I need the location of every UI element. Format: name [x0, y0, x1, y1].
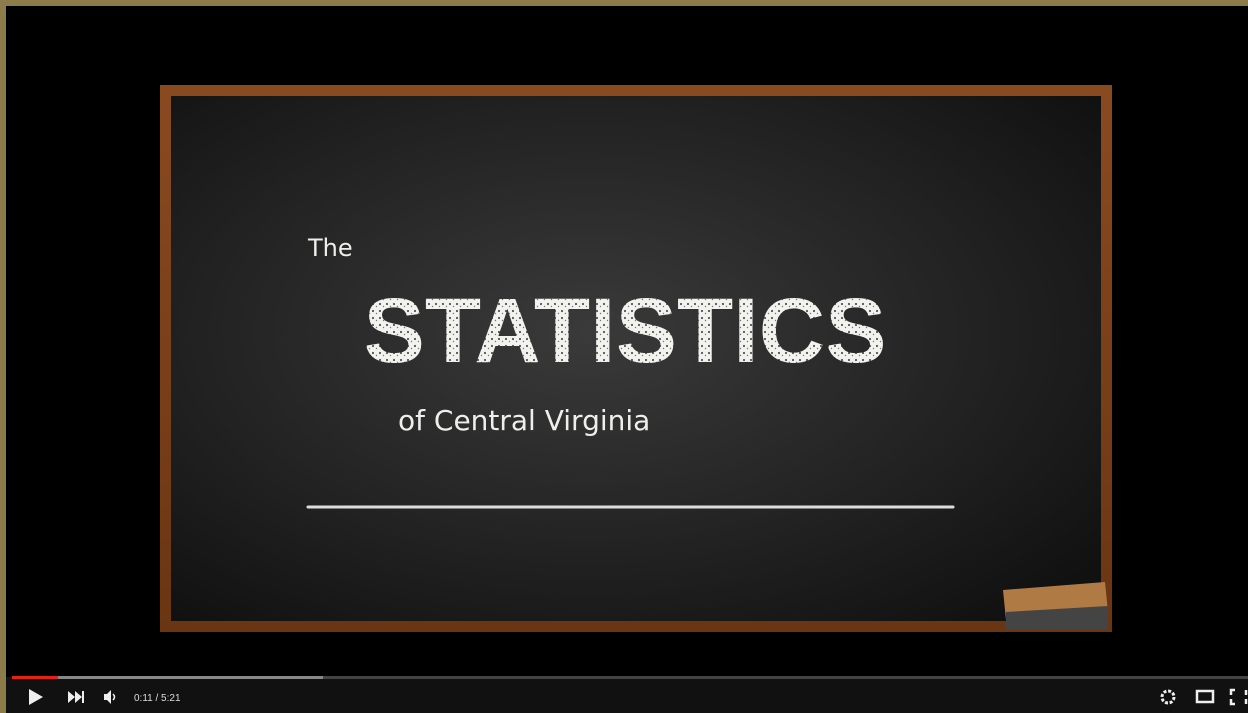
time-display: 0:11 / 5:21 — [134, 693, 181, 704]
control-bar — [6, 677, 1248, 713]
progress-buffered — [12, 676, 323, 679]
board-subtitle: of Central Virginia — [398, 404, 650, 437]
page: The STATISTICS of Central Virginia 0:11 … — [0, 0, 1248, 713]
progress-played — [12, 676, 58, 679]
board-title: STATISTICS — [363, 280, 886, 382]
video-player: The STATISTICS of Central Virginia 0:11 … — [0, 0, 1248, 713]
board-text-the: The — [307, 234, 353, 262]
